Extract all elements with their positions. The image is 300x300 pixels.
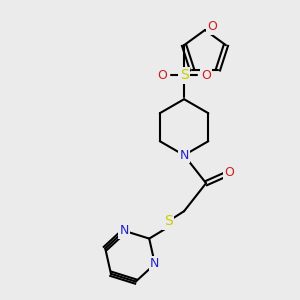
Text: O: O bbox=[157, 69, 167, 82]
Text: S: S bbox=[164, 214, 172, 228]
Text: N: N bbox=[120, 224, 129, 237]
Text: O: O bbox=[224, 166, 234, 179]
Text: N: N bbox=[179, 149, 189, 162]
Text: O: O bbox=[207, 20, 217, 34]
Text: N: N bbox=[150, 257, 160, 271]
Text: S: S bbox=[180, 68, 188, 82]
Text: O: O bbox=[201, 69, 211, 82]
